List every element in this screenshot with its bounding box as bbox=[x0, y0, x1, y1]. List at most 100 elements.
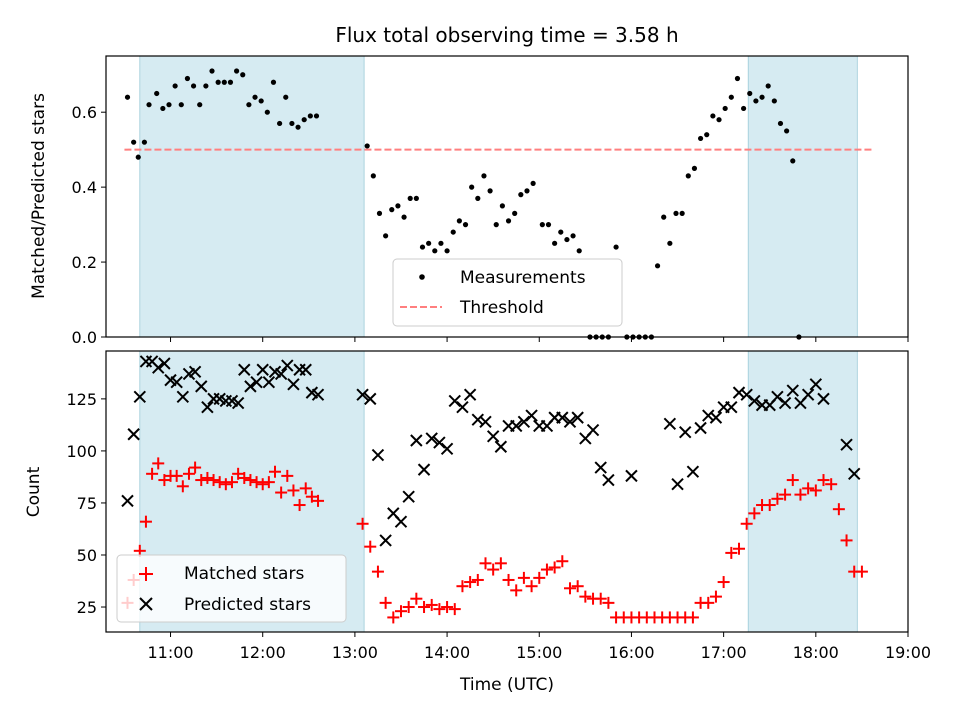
measurement-point-0 bbox=[124, 94, 131, 100]
predicted-star-point-b bbox=[311, 388, 325, 401]
measurement-point-55 bbox=[505, 218, 512, 224]
predicted-star-point-81 bbox=[778, 396, 792, 410]
matched-star-point-87 bbox=[779, 488, 792, 501]
measurement-point-16 bbox=[221, 79, 227, 85]
predicted-star-point-60 bbox=[571, 411, 584, 424]
predicted-star-point-20 bbox=[244, 380, 257, 393]
predicted-star-point-82 bbox=[786, 384, 799, 397]
predicted-star-point-b bbox=[417, 463, 431, 476]
matched-star-point-15 bbox=[213, 476, 226, 489]
predicted-star-point-49 bbox=[486, 430, 500, 443]
bottom-legend-box bbox=[116, 554, 347, 623]
measurement-point-8 bbox=[172, 83, 178, 89]
matched-star-point-4 bbox=[146, 467, 159, 480]
predicted-star-point-50 bbox=[494, 440, 508, 453]
predicted-star-point-b bbox=[238, 363, 251, 376]
predicted-star-point-b bbox=[425, 432, 438, 445]
measurement-point-39 bbox=[407, 195, 413, 201]
measurement-point-33 bbox=[370, 173, 376, 179]
measurement-point-91 bbox=[741, 105, 747, 112]
bottom-shaded-interval-1 bbox=[747, 350, 858, 633]
matched-star-point-33 bbox=[364, 540, 377, 553]
matched-star-point-19 bbox=[238, 471, 251, 484]
predicted-star-point-32 bbox=[356, 388, 369, 401]
matched-star-point-6 bbox=[158, 474, 171, 487]
measurement-point-50 bbox=[475, 195, 481, 201]
measurement-point-61 bbox=[545, 222, 552, 228]
predicted-star-point-44 bbox=[448, 394, 461, 408]
measurement-point-99 bbox=[790, 158, 796, 164]
top-panel: Flux total observing time = 3.58 h Match… bbox=[29, 23, 909, 347]
predicted-star-point-b bbox=[268, 365, 282, 379]
bottom-y-tick-label-4: 125 bbox=[66, 390, 97, 409]
measurement-point-41 bbox=[419, 244, 426, 250]
predicted-star-point-74 bbox=[725, 400, 738, 414]
matched-star-point-45 bbox=[456, 580, 469, 593]
measurement-point-87 bbox=[716, 117, 722, 123]
matched-star-point-80 bbox=[725, 546, 738, 559]
measurement-point-63 bbox=[558, 229, 564, 235]
predicted-star-point-13 bbox=[201, 400, 214, 414]
matched-star-point-53 bbox=[517, 571, 530, 584]
predicted-star-point-9 bbox=[176, 390, 190, 403]
predicted-star-point-b bbox=[394, 515, 408, 528]
predicted-star-point-b bbox=[801, 388, 815, 401]
matched-star-point-44 bbox=[448, 603, 461, 616]
matched-star-point-23 bbox=[262, 476, 275, 489]
predicted-star-point-b bbox=[176, 390, 190, 403]
matched-star-point-43 bbox=[441, 601, 454, 614]
matched-star-point-36 bbox=[387, 611, 400, 624]
measurement-point-89 bbox=[728, 94, 734, 100]
chart-title: Flux total observing time = 3.58 h bbox=[335, 23, 678, 47]
predicted-star-point-37 bbox=[394, 515, 408, 528]
predicted-star-point-29 bbox=[299, 363, 312, 376]
predicted-star-point-b bbox=[694, 421, 707, 435]
matched-star-point-8 bbox=[170, 469, 183, 482]
measurement-point-22 bbox=[258, 98, 264, 104]
matched-star-point-39 bbox=[410, 592, 423, 605]
predicted-star-point-35 bbox=[379, 534, 392, 547]
predicted-star-point-b bbox=[709, 411, 723, 424]
matched-star-point-32 bbox=[356, 517, 369, 530]
matched-star-point-10 bbox=[182, 467, 195, 480]
measurement-point-79 bbox=[667, 240, 673, 246]
predicted-star-point-84 bbox=[801, 388, 815, 401]
predicted-star-point-b bbox=[371, 448, 385, 462]
matched-stars-series bbox=[121, 457, 868, 624]
matched-star-point-18 bbox=[232, 467, 245, 480]
predicted-star-point-b bbox=[663, 417, 677, 431]
matched-star-point-61 bbox=[579, 590, 592, 603]
predicted-star-point-52 bbox=[510, 419, 523, 433]
predicted-star-point-b bbox=[563, 415, 577, 428]
bottom-x-tick-label-3: 14:00 bbox=[424, 643, 470, 662]
predicted-star-point-19 bbox=[238, 363, 251, 376]
predicted-star-point-54 bbox=[525, 409, 538, 422]
bottom-x-tick-label-5: 16:00 bbox=[608, 643, 654, 662]
predicted-star-point-b bbox=[471, 413, 485, 426]
bottom-y-ticks: 25 50 75 100 125 bbox=[66, 390, 106, 617]
predicted-star-point-b bbox=[571, 411, 584, 424]
measurement-point-21 bbox=[252, 94, 258, 100]
measurement-point-43 bbox=[432, 248, 438, 254]
predicted-star-point-b bbox=[158, 357, 171, 370]
measurement-point-26 bbox=[283, 94, 289, 100]
top-y-tick-label-0: 0.0 bbox=[72, 328, 97, 347]
matched-star-point-35 bbox=[379, 596, 392, 609]
measurement-point-1 bbox=[131, 139, 137, 145]
measurement-point-14 bbox=[209, 68, 215, 74]
bottom-axes-frame bbox=[105, 350, 909, 633]
predicted-star-point-b bbox=[164, 373, 177, 387]
predicted-star-point-b bbox=[448, 394, 461, 408]
predicted-star-point-b bbox=[778, 396, 792, 410]
matched-star-point-21 bbox=[250, 476, 263, 489]
matched-star-point-75 bbox=[686, 611, 699, 624]
predicted-star-point-0 bbox=[121, 494, 134, 508]
matched-star-point-5 bbox=[152, 457, 165, 470]
matched-star-point-49 bbox=[487, 563, 500, 576]
predicted-star-point-68 bbox=[679, 425, 692, 439]
measurement-point-3 bbox=[141, 139, 148, 145]
matched-star-point-46 bbox=[464, 576, 477, 589]
measurement-point-24 bbox=[270, 79, 277, 85]
bottom-x-tick-label-0: 11:00 bbox=[147, 643, 193, 662]
measurement-point-93 bbox=[753, 98, 759, 104]
